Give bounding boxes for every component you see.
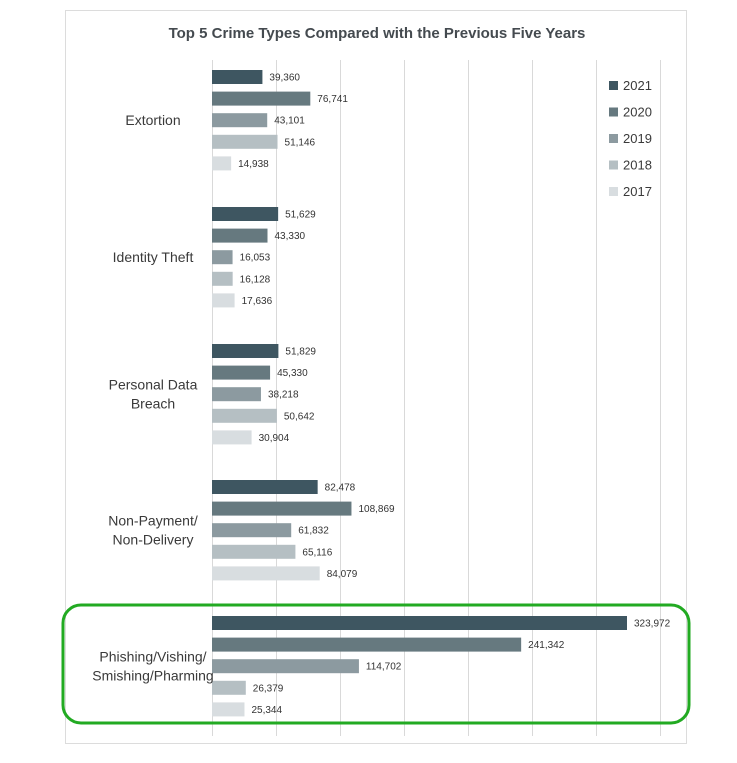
data-label: 43,101 <box>274 116 305 127</box>
bar-2019 <box>212 659 359 674</box>
legend-swatch-2019 <box>609 134 618 143</box>
bar-2020 <box>212 228 268 243</box>
legend-swatch-2020 <box>609 107 618 117</box>
legend-label-2020: 2020 <box>623 105 652 120</box>
bar-2017 <box>212 156 232 171</box>
bar-2017 <box>212 430 252 445</box>
data-label: 51,829 <box>285 347 316 358</box>
bar-2018 <box>212 680 246 695</box>
bar-2017 <box>212 566 320 581</box>
bar-2018 <box>212 408 277 423</box>
category-labels: Extortion Identity Theft Personal Data Brea… <box>92 112 213 684</box>
bar-2019 <box>212 387 261 402</box>
category-label: Non-Payment/ <box>108 513 198 529</box>
data-labels: 39,360 76,741 43,101 51,146 14,938 51,629 43,3… <box>238 73 670 716</box>
data-label: 43,330 <box>275 231 306 242</box>
legend-swatch-2021 <box>609 81 618 90</box>
chart-title: Top 5 Crime Types Compared with the Prev… <box>169 25 586 42</box>
legend-swatch-2018 <box>609 160 618 170</box>
legend-label-2019: 2019 <box>623 131 652 146</box>
data-label: 82,478 <box>325 483 356 494</box>
data-label: 16,128 <box>240 274 271 285</box>
bar-2021 <box>212 616 627 630</box>
data-label: 65,116 <box>302 547 332 558</box>
legend-label-2018: 2018 <box>623 158 652 173</box>
data-label: 51,629 <box>285 210 316 221</box>
category-label: Breach <box>131 396 175 412</box>
data-label: 26,379 <box>253 683 284 694</box>
data-label: 51,146 <box>285 137 316 148</box>
category-label: Smishing/Pharming <box>92 668 213 684</box>
bar-2021 <box>212 70 263 84</box>
data-label: 30,904 <box>259 433 290 444</box>
bar-2017 <box>212 702 245 717</box>
category-label: Phishing/Vishing/ <box>99 649 206 665</box>
bar-2017 <box>212 293 235 308</box>
legend-label-2021: 2021 <box>623 78 652 93</box>
bar-2020 <box>212 501 352 516</box>
data-label: 45,330 <box>277 368 308 379</box>
bar-2020 <box>212 91 311 106</box>
category-label: Non-Delivery <box>113 532 194 548</box>
data-label: 114,702 <box>366 662 402 673</box>
data-label: 17,636 <box>242 296 273 307</box>
data-label: 39,360 <box>269 73 300 84</box>
highlight-box <box>61 603 691 725</box>
bar-2019 <box>212 113 268 128</box>
legend-swatch-2017 <box>609 187 618 196</box>
bar-2018 <box>212 544 296 559</box>
bar-2019 <box>212 523 292 538</box>
category-label: Identity Theft <box>113 249 194 265</box>
bar-2020 <box>212 365 271 380</box>
bar-2019 <box>212 250 233 265</box>
legend-label-2017: 2017 <box>623 184 652 199</box>
data-label: 14,938 <box>238 159 269 170</box>
bar-2018 <box>212 271 233 286</box>
data-label: 25,344 <box>251 705 282 716</box>
data-label: 61,832 <box>298 526 329 537</box>
data-label: 76,741 <box>317 94 348 105</box>
category-label: Personal Data <box>109 377 198 393</box>
data-label: 16,053 <box>240 253 271 264</box>
data-label: 241,342 <box>528 640 565 651</box>
bar-2021 <box>212 207 279 221</box>
bar-2021 <box>212 344 279 358</box>
chart-frame <box>65 10 687 744</box>
data-label: 38,218 <box>268 390 299 401</box>
legend: 2021 2020 2019 2018 2017 <box>609 78 652 199</box>
data-label: 323,972 <box>634 619 671 630</box>
data-label: 50,642 <box>284 411 315 422</box>
data-label: 108,869 <box>358 504 395 515</box>
data-label: 84,079 <box>327 569 358 580</box>
category-label: Extortion <box>125 112 180 128</box>
bar-2020 <box>212 637 522 652</box>
bar-2018 <box>212 134 278 149</box>
bars <box>212 70 627 717</box>
bar-2021 <box>212 480 318 494</box>
